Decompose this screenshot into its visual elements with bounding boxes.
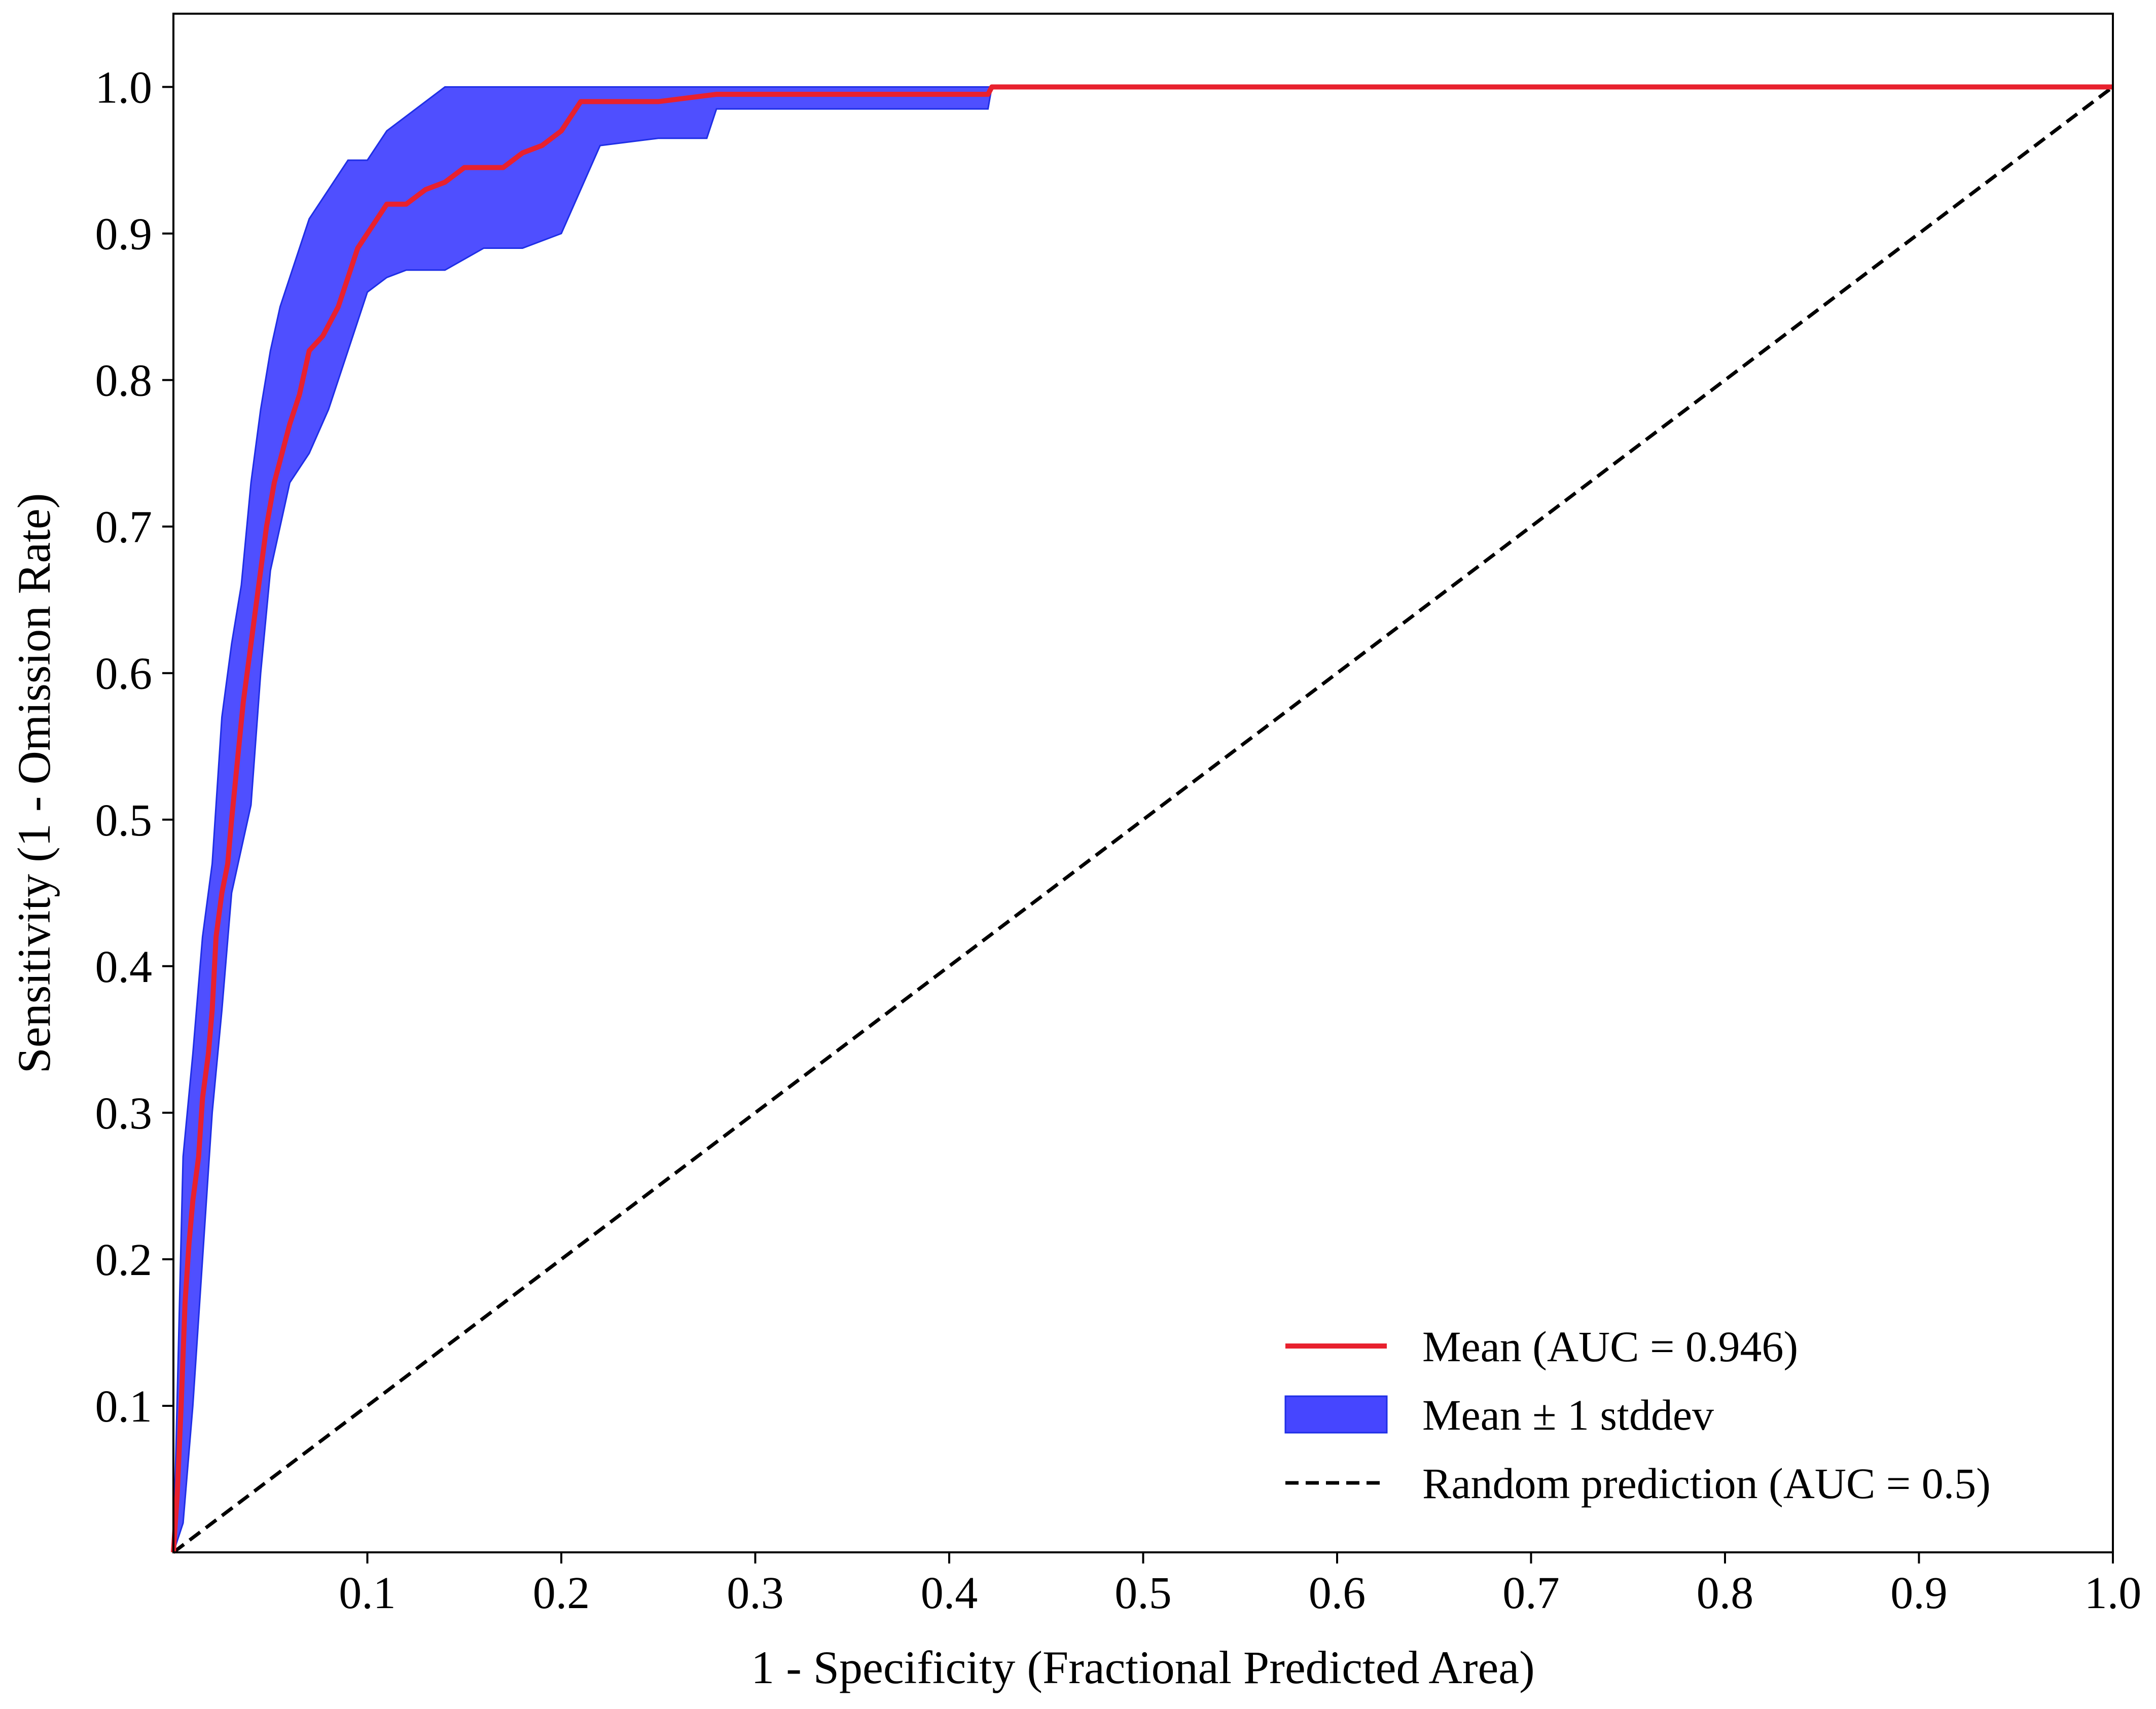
mean-roc-line <box>171 84 2113 1553</box>
x-tick-label: 0.7 <box>1502 1568 1560 1618</box>
x-tick-label: 0.4 <box>921 1568 978 1618</box>
x-axis-label: 1 - Specificity (Fractional Predicted Ar… <box>751 1642 1535 1693</box>
legend-band-label: Mean ± 1 stddev <box>1422 1391 1714 1439</box>
y-tick-label: 0.7 <box>95 502 153 553</box>
legend-mean-label: Mean (AUC = 0.946) <box>1422 1322 1798 1371</box>
y-tick-label: 0.9 <box>95 209 153 260</box>
x-tick-label: 0.3 <box>727 1568 784 1618</box>
legend-random-label: Random prediction (AUC = 0.5) <box>1422 1459 1991 1508</box>
x-tick-label: 0.8 <box>1697 1568 1754 1618</box>
x-tick-label: 0.9 <box>1890 1568 1948 1618</box>
y-tick-label: 0.6 <box>95 649 153 699</box>
x-tick-label: 0.5 <box>1115 1568 1172 1618</box>
y-tick-label: 0.3 <box>95 1088 153 1139</box>
legend-band-swatch <box>1284 1395 1388 1434</box>
x-tick-label: 0.2 <box>533 1568 590 1618</box>
y-tick-label: 0.2 <box>95 1235 153 1285</box>
x-tick-label: 1.0 <box>2085 1568 2142 1618</box>
x-tick-label: 0.6 <box>1309 1568 1366 1618</box>
y-tick-label: 0.8 <box>95 356 153 406</box>
y-tick-label: 1.0 <box>95 63 153 113</box>
y-tick-label: 0.1 <box>95 1381 153 1432</box>
legend: Mean (AUC = 0.946) Mean ± 1 stddev Random … <box>1284 1322 1991 1508</box>
y-tick-label: 0.5 <box>95 795 153 846</box>
y-tick-label: 0.4 <box>95 942 153 992</box>
x-tick-label: 0.1 <box>339 1568 396 1618</box>
y-axis-label: Sensitivity (1 - Omission Rate) <box>8 493 60 1074</box>
